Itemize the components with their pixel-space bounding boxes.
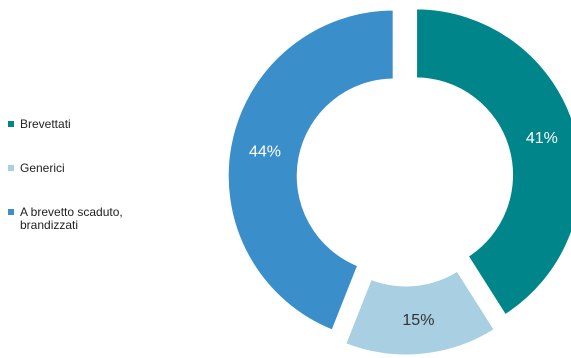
legend-swatch-generici	[8, 165, 14, 171]
legend-label-scaduto-brandizzati: A brevetto scaduto, brandizzati	[20, 205, 123, 232]
slice-value-label-brevettati: 41%	[526, 130, 558, 147]
donut-slice-brevettati	[414, 6, 571, 319]
legend-item-generici: Generici	[8, 162, 178, 175]
slice-value-label-a-brevetto-scaduto-brandizzati: 44%	[249, 143, 281, 160]
legend-label-generici: Generici	[20, 161, 65, 175]
donut-slice-generici	[342, 267, 498, 358]
slice-value-label-generici: 15%	[402, 312, 434, 329]
legend-item-brevettati: Brevettati	[8, 118, 178, 131]
legend-item-scaduto-brandizzati: A brevetto scaduto, brandizzati	[8, 206, 178, 232]
chart-legend: Brevettati Generici A brevetto scaduto, …	[8, 118, 178, 263]
legend-label-brevettati: Brevettati	[20, 117, 71, 131]
legend-swatch-scaduto-brandizzati	[8, 209, 14, 215]
legend-swatch-brevettati	[8, 121, 14, 127]
donut-slice-a-brevetto-scaduto-brandizzati	[225, 7, 396, 334]
